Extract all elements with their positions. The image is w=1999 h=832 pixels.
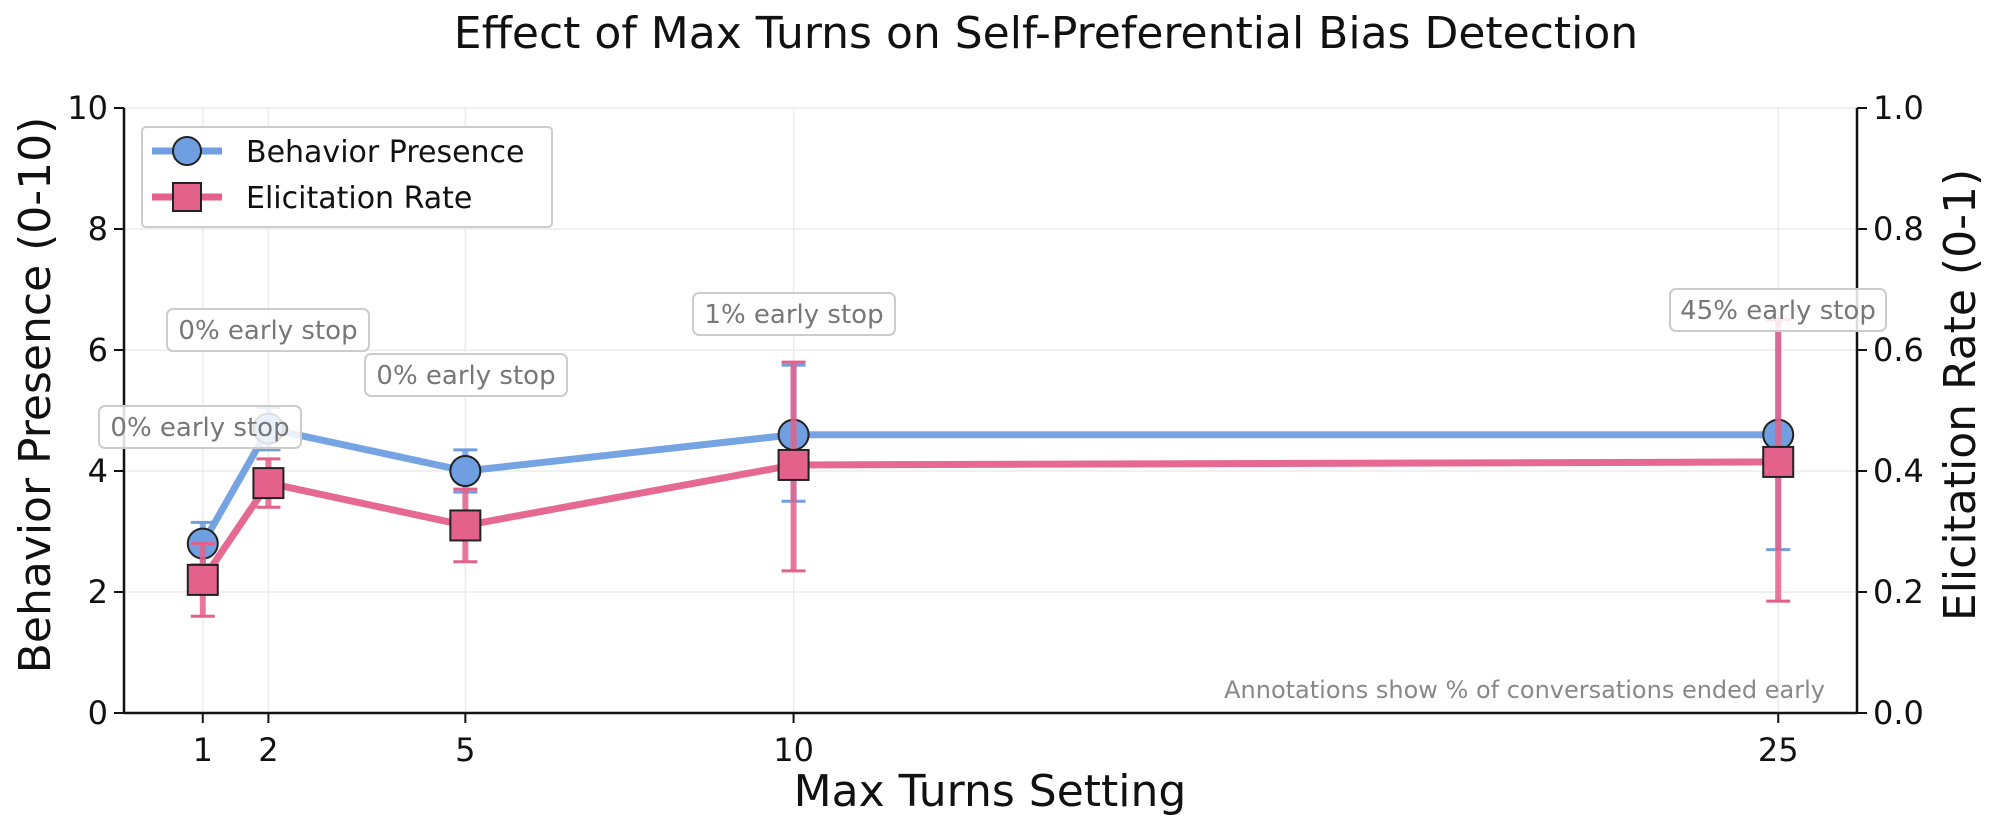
legend: Behavior Presence Elicitation Rate [141,126,553,228]
y2-tick-label: 0.6 [1873,331,1924,369]
elicitation-rate-point [252,467,285,500]
annotations: 0% early stop 0% early stop 0% early stop 1… [98,288,1887,449]
annotation-box [692,292,896,336]
x-tick-label: 2 [258,731,278,769]
y2-tick-label: 0.2 [1873,573,1924,611]
y2-tick-label: 1.0 [1873,89,1924,127]
annotation-box [98,405,302,449]
annotation-box [364,353,568,397]
x-tick-label: 10 [773,731,814,769]
annotation-label: 45% early stop [1680,296,1876,326]
legend-frame [141,126,553,228]
behavior-presence-point [449,455,482,487]
y2-axis-label: Elicitation Rate (0-1) [1935,169,1986,621]
y-tick-label: 8 [88,210,108,248]
elicitation-rate-point [777,448,810,481]
y2-tick-label: 0.4 [1873,452,1924,490]
footnote: Annotations show % of conversations ende… [1224,676,1825,704]
annotation-box [166,308,370,352]
legend-marker-behavior-presence [172,136,202,166]
x-tick-label: 25 [1758,731,1799,769]
annotation-label: 0% early stop [178,316,357,346]
y-axis-label: Behavior Presence (0-10) [10,117,61,674]
legend-label-behavior-presence: Behavior Presence [246,135,525,170]
y2-tick-label: 0.0 [1873,694,1924,732]
legend-label-elicitation-rate: Elicitation Rate [246,181,472,216]
annotation-label: 1% early stop [704,300,883,330]
elicitation-rate-point [1762,445,1795,478]
grid-lines [124,107,1857,714]
elicitation-rate-point [186,563,219,596]
chart-title: Effect of Max Turns on Self-Preferential… [454,8,1638,59]
elicitation-rate-line [199,458,1779,582]
y-tick-label: 2 [88,573,108,611]
x-tick-label: 5 [455,731,475,769]
elicitation-rate-point [449,509,482,542]
annotation-box [1669,288,1887,332]
y-tick-label: 4 [88,452,108,490]
behavior-presence-line [199,425,1779,546]
y2-tick-label: 0.8 [1873,210,1924,248]
x-tick-label: 1 [193,731,213,769]
legend-marker-elicitation-rate [172,182,202,212]
y-tick-label: 10 [67,89,108,127]
annotation-label: 0% early stop [110,413,289,443]
annotation-label: 0% early stop [376,361,555,391]
y-tick-label: 6 [88,331,108,369]
x-axis-label: Max Turns Setting [794,766,1187,817]
y-tick-label: 0 [88,694,108,732]
plot-area [186,318,1795,618]
